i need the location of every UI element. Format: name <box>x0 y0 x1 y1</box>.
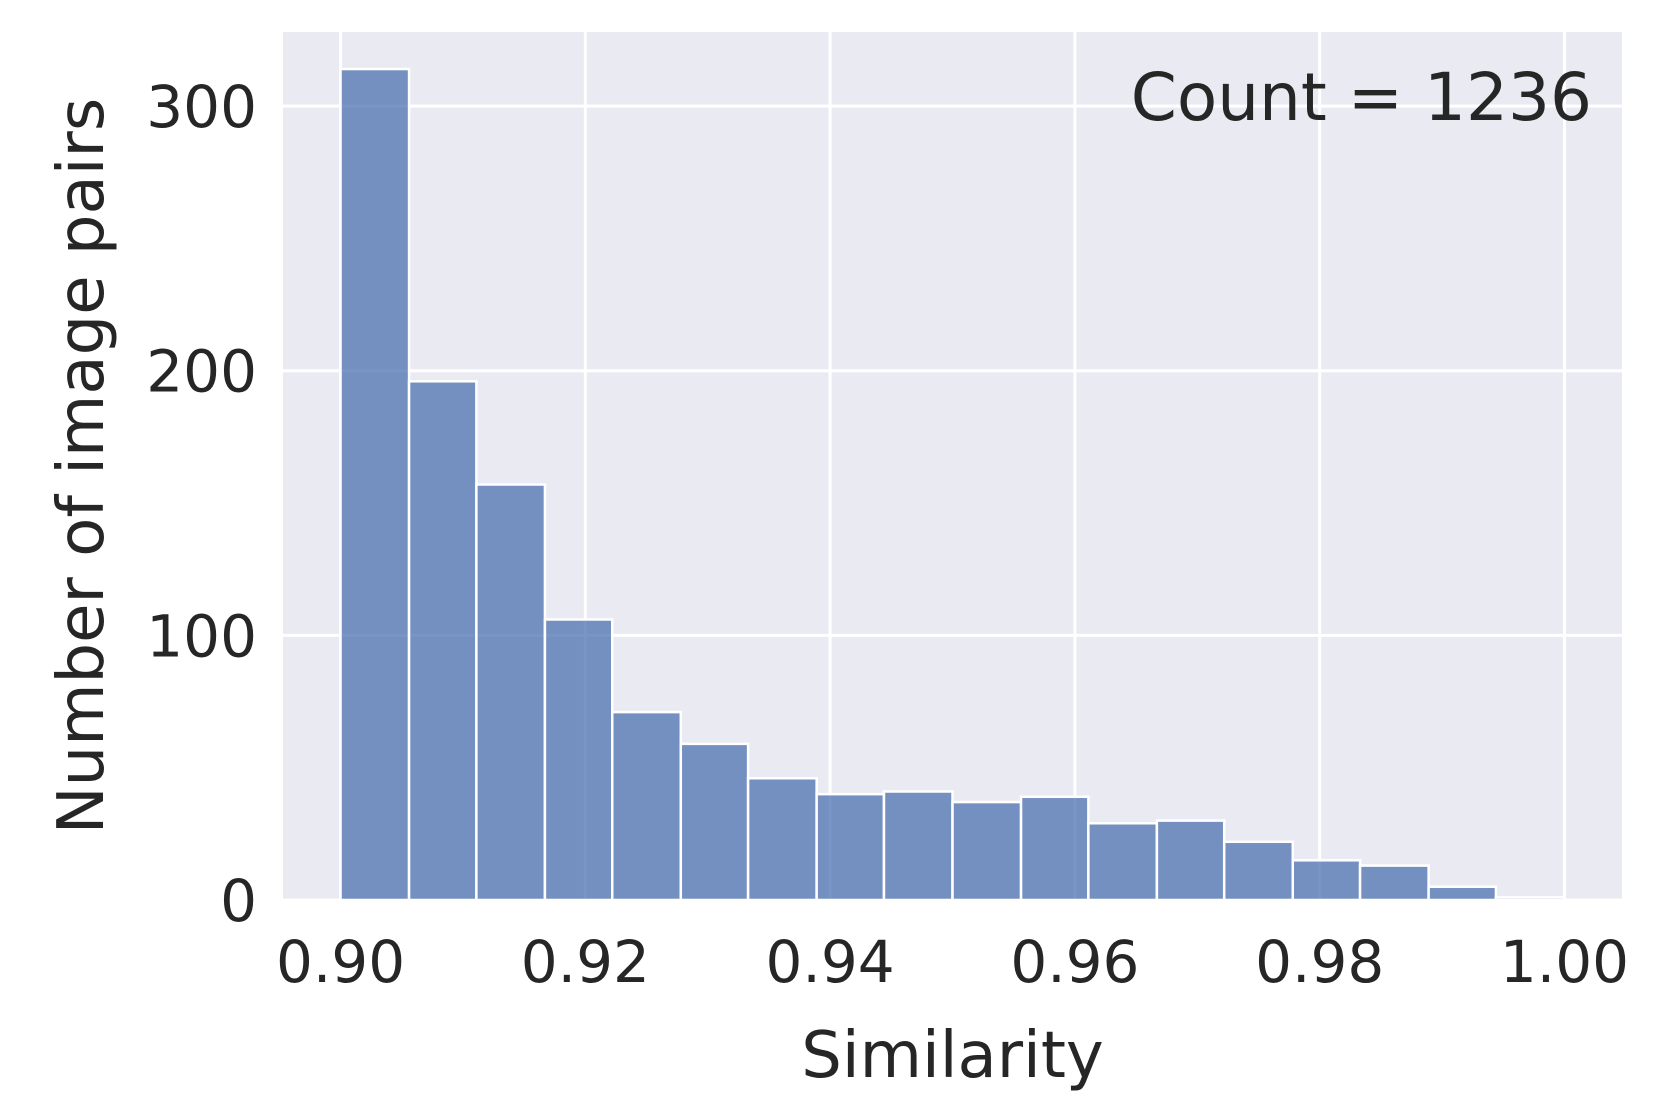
y-axis-ticks: 0 100 200 300 <box>146 73 257 935</box>
histogram-bar <box>951 800 1023 902</box>
histogram-bar <box>746 777 818 902</box>
histogram-bars <box>339 67 1566 902</box>
histogram-bar <box>1427 885 1498 902</box>
x-tick-label: 0.92 <box>521 928 650 996</box>
x-tick-label: 0.96 <box>1010 928 1139 996</box>
histogram-bar <box>1291 859 1362 902</box>
x-tick-label: 0.90 <box>276 928 405 996</box>
histogram-bar <box>543 618 614 902</box>
histogram-bar <box>1019 795 1090 902</box>
y-tick-label: 200 <box>146 338 257 406</box>
histogram-bar <box>610 710 683 902</box>
x-axis-ticks: 0.90 0.92 0.94 0.96 0.98 1.00 <box>276 928 1629 996</box>
histogram-bar <box>475 483 547 902</box>
y-tick-label: 300 <box>146 73 257 141</box>
y-tick-label: 100 <box>146 602 257 670</box>
y-tick-label: 0 <box>220 867 257 935</box>
histogram-bar <box>679 742 750 902</box>
x-axis-label: Similarity <box>801 1019 1104 1093</box>
x-tick-label: 0.94 <box>766 928 895 996</box>
x-tick-label: 1.00 <box>1500 928 1629 996</box>
histogram-bar <box>1358 864 1430 902</box>
histogram-bar <box>1494 896 1566 902</box>
histogram-bar <box>407 380 478 902</box>
y-axis-label: Number of image pairs <box>45 98 119 834</box>
histogram-bar <box>815 792 886 902</box>
x-tick-label: 0.98 <box>1255 928 1384 996</box>
histogram-bar <box>1222 840 1295 902</box>
histogram-bar <box>339 67 411 902</box>
count-annotation: Count = 1236 <box>1131 59 1592 136</box>
histogram-bar <box>1155 819 1226 902</box>
histogram-bar <box>882 790 954 902</box>
histogram-bar <box>1087 822 1159 902</box>
